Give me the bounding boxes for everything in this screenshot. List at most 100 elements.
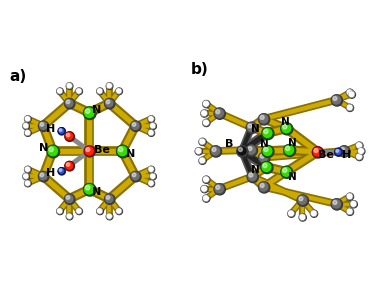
- Circle shape: [116, 88, 122, 94]
- Circle shape: [66, 163, 70, 166]
- Circle shape: [106, 213, 112, 219]
- Circle shape: [259, 182, 269, 192]
- Text: N: N: [91, 105, 101, 115]
- Circle shape: [341, 147, 344, 152]
- Circle shape: [148, 166, 155, 173]
- Circle shape: [25, 180, 31, 187]
- Text: a): a): [9, 69, 26, 84]
- Circle shape: [346, 104, 353, 111]
- Circle shape: [76, 88, 82, 95]
- Circle shape: [23, 173, 29, 179]
- Circle shape: [118, 147, 123, 152]
- Circle shape: [299, 214, 306, 220]
- Circle shape: [203, 195, 210, 202]
- Circle shape: [203, 101, 210, 108]
- Circle shape: [66, 83, 73, 89]
- Circle shape: [76, 208, 82, 215]
- Circle shape: [299, 214, 306, 221]
- Circle shape: [359, 149, 361, 151]
- Circle shape: [299, 197, 303, 201]
- Circle shape: [246, 122, 257, 133]
- Circle shape: [117, 209, 119, 211]
- Circle shape: [210, 146, 221, 156]
- Circle shape: [348, 91, 355, 98]
- Circle shape: [346, 208, 353, 215]
- Circle shape: [201, 110, 208, 117]
- Circle shape: [106, 83, 113, 89]
- Circle shape: [201, 185, 208, 192]
- Circle shape: [356, 142, 363, 149]
- Circle shape: [284, 145, 296, 156]
- Circle shape: [358, 148, 364, 154]
- Circle shape: [204, 101, 206, 104]
- Circle shape: [264, 147, 268, 152]
- Circle shape: [25, 117, 28, 119]
- Circle shape: [358, 148, 365, 155]
- Circle shape: [67, 84, 70, 86]
- Circle shape: [349, 92, 352, 95]
- Circle shape: [283, 168, 287, 172]
- Circle shape: [259, 152, 269, 163]
- Circle shape: [200, 139, 203, 142]
- Circle shape: [347, 194, 350, 197]
- Circle shape: [199, 157, 206, 164]
- Circle shape: [66, 196, 70, 199]
- Circle shape: [347, 209, 350, 212]
- Circle shape: [39, 121, 49, 131]
- Circle shape: [297, 195, 308, 206]
- Circle shape: [249, 173, 253, 177]
- Text: N: N: [91, 187, 101, 197]
- Circle shape: [25, 116, 31, 122]
- Circle shape: [23, 173, 29, 180]
- Circle shape: [84, 183, 95, 195]
- Circle shape: [84, 146, 94, 156]
- Circle shape: [65, 162, 74, 171]
- Circle shape: [84, 146, 95, 157]
- Circle shape: [283, 125, 287, 129]
- Circle shape: [246, 145, 257, 155]
- Circle shape: [202, 111, 204, 114]
- Circle shape: [59, 169, 62, 171]
- Circle shape: [104, 98, 114, 108]
- Circle shape: [38, 121, 48, 131]
- Circle shape: [357, 143, 359, 146]
- Circle shape: [203, 119, 209, 126]
- Circle shape: [262, 145, 273, 157]
- Circle shape: [105, 98, 115, 109]
- Circle shape: [107, 214, 110, 217]
- Text: N: N: [39, 143, 49, 153]
- Text: N: N: [251, 165, 260, 175]
- Circle shape: [259, 114, 269, 124]
- Circle shape: [76, 208, 82, 214]
- Circle shape: [117, 89, 119, 91]
- Circle shape: [247, 171, 257, 182]
- Circle shape: [211, 146, 222, 157]
- Circle shape: [201, 185, 208, 193]
- Circle shape: [259, 114, 270, 125]
- Circle shape: [148, 116, 155, 122]
- Circle shape: [259, 153, 270, 164]
- Circle shape: [84, 107, 96, 120]
- Text: N: N: [281, 117, 290, 127]
- Circle shape: [58, 168, 65, 175]
- Circle shape: [106, 196, 110, 199]
- Circle shape: [346, 193, 353, 200]
- Circle shape: [116, 145, 128, 157]
- Circle shape: [65, 132, 74, 141]
- Circle shape: [148, 166, 154, 172]
- Circle shape: [98, 209, 100, 211]
- Circle shape: [39, 172, 49, 182]
- Circle shape: [312, 147, 323, 157]
- Text: H: H: [342, 150, 352, 160]
- Circle shape: [131, 172, 141, 182]
- Circle shape: [66, 213, 73, 219]
- Circle shape: [280, 166, 292, 178]
- Circle shape: [261, 161, 272, 173]
- Circle shape: [76, 88, 82, 94]
- Circle shape: [335, 148, 342, 156]
- Circle shape: [262, 127, 273, 139]
- Circle shape: [356, 142, 363, 149]
- Circle shape: [58, 168, 65, 175]
- Circle shape: [131, 121, 141, 131]
- Text: b): b): [191, 62, 209, 77]
